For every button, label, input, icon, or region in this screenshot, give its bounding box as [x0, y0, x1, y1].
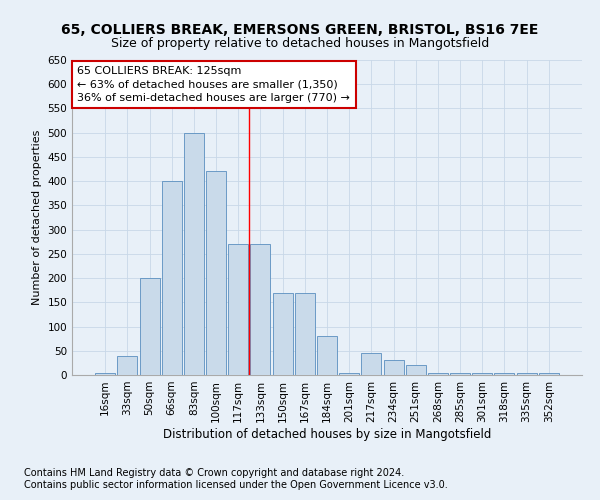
Bar	[95, 372, 115, 375]
Bar	[450, 372, 470, 375]
Bar	[118, 356, 137, 375]
Bar	[250, 244, 271, 375]
Bar	[428, 372, 448, 375]
Bar	[406, 366, 426, 375]
Text: 65 COLLIERS BREAK: 125sqm
← 63% of detached houses are smaller (1,350)
36% of se: 65 COLLIERS BREAK: 125sqm ← 63% of detac…	[77, 66, 350, 102]
Bar	[539, 372, 559, 375]
Bar	[162, 181, 182, 375]
Bar	[184, 132, 204, 375]
Text: 65, COLLIERS BREAK, EMERSONS GREEN, BRISTOL, BS16 7EE: 65, COLLIERS BREAK, EMERSONS GREEN, BRIS…	[61, 22, 539, 36]
X-axis label: Distribution of detached houses by size in Mangotsfield: Distribution of detached houses by size …	[163, 428, 491, 440]
Bar	[317, 336, 337, 375]
Text: Contains HM Land Registry data © Crown copyright and database right 2024.: Contains HM Land Registry data © Crown c…	[24, 468, 404, 477]
Bar	[472, 372, 492, 375]
Text: Size of property relative to detached houses in Mangotsfield: Size of property relative to detached ho…	[111, 38, 489, 51]
Bar	[383, 360, 404, 375]
Bar	[206, 172, 226, 375]
Bar	[295, 292, 315, 375]
Bar	[494, 372, 514, 375]
Bar	[361, 353, 382, 375]
Bar	[272, 292, 293, 375]
Bar	[140, 278, 160, 375]
Bar	[339, 372, 359, 375]
Text: Contains public sector information licensed under the Open Government Licence v3: Contains public sector information licen…	[24, 480, 448, 490]
Bar	[517, 372, 536, 375]
Y-axis label: Number of detached properties: Number of detached properties	[32, 130, 42, 305]
Bar	[228, 244, 248, 375]
